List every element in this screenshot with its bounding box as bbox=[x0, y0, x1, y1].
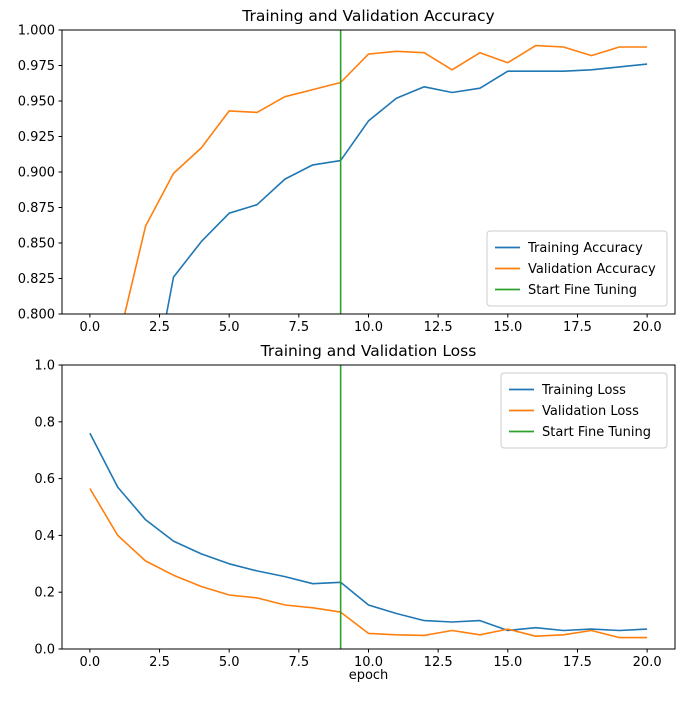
y-tick-label: 0.4 bbox=[34, 529, 55, 544]
accuracy-chart-title: Training and Validation Accuracy bbox=[242, 7, 495, 25]
y-tick-label: 0.800 bbox=[18, 308, 55, 323]
x-tick-label: 15.0 bbox=[493, 320, 522, 335]
legend-label: Training Accuracy bbox=[527, 241, 643, 256]
loss-chart: 0.0 2.5 5.0 7.5 10.0 12.5 15.0 17.5 20.0 0.0 0.2 0.… bbox=[34, 359, 676, 670]
loss-chart-title: Training and Validation Loss bbox=[260, 342, 477, 360]
x-tick-label: 7.5 bbox=[288, 655, 309, 670]
y-tick-label: 1.0 bbox=[34, 359, 55, 374]
legend-label: Training Loss bbox=[541, 383, 626, 398]
y-tick-label: 0.8 bbox=[34, 415, 55, 430]
x-tick-label: 20.0 bbox=[633, 655, 662, 670]
x-tick-label: 2.5 bbox=[149, 320, 170, 335]
x-tick-label: 0.0 bbox=[80, 320, 101, 335]
legend-box bbox=[500, 372, 668, 449]
y-tick-label: 0.975 bbox=[18, 59, 55, 74]
y-tick-label: 0.6 bbox=[34, 472, 55, 487]
series-line-validation-loss bbox=[89, 488, 648, 639]
y-tick-label: 0.875 bbox=[18, 201, 55, 216]
x-tick-label: 5.0 bbox=[219, 320, 240, 335]
x-tick-label: 10.0 bbox=[354, 320, 383, 335]
y-tick-label: 0.850 bbox=[18, 237, 55, 252]
x-tick-label: 0.0 bbox=[80, 655, 101, 670]
legend-label: Start Fine Tuning bbox=[542, 425, 651, 440]
legend-item: Training Accuracy bbox=[495, 241, 643, 256]
legend: Training Accuracy Validation Accuracy Star… bbox=[486, 230, 668, 307]
y-tick-label: 0.900 bbox=[18, 166, 55, 181]
series-line-validation-accuracy bbox=[123, 44, 648, 314]
series-line-training-accuracy bbox=[165, 63, 648, 314]
legend: Training Loss Validation Loss Start Fine T… bbox=[500, 372, 668, 449]
legend-item: Validation Loss bbox=[509, 404, 639, 419]
legend-item: Training Loss bbox=[509, 383, 626, 398]
y-tick-label: 0.950 bbox=[18, 95, 55, 110]
legend-item: Validation Accuracy bbox=[495, 262, 656, 277]
x-tick-label: 12.5 bbox=[424, 655, 453, 670]
x-axis-label: epoch bbox=[348, 668, 389, 683]
x-tick-label: 7.5 bbox=[288, 320, 309, 335]
y-tick-label: 0.2 bbox=[34, 586, 55, 601]
y-tick-label: 1.000 bbox=[18, 24, 55, 39]
x-tick-label: 2.5 bbox=[149, 655, 170, 670]
y-tick-label: 0.925 bbox=[18, 130, 55, 145]
legend-label: Validation Loss bbox=[542, 404, 639, 419]
legend-item: Start Fine Tuning bbox=[495, 283, 637, 298]
x-tick-label: 10.0 bbox=[354, 655, 383, 670]
x-tick-label: 5.0 bbox=[219, 655, 240, 670]
y-tick-label: 0.825 bbox=[18, 272, 55, 287]
legend-box bbox=[486, 230, 668, 307]
x-tick-label: 15.0 bbox=[493, 655, 522, 670]
x-tick-label: 17.5 bbox=[563, 655, 592, 670]
y-tick-label: 0.0 bbox=[34, 643, 55, 658]
x-tick-label: 12.5 bbox=[424, 320, 453, 335]
accuracy-chart: 0.0 2.5 5.0 7.5 10.0 12.5 15.0 17.5 20.0 0.800 0.8… bbox=[18, 24, 676, 335]
series-line-training-loss bbox=[89, 432, 648, 632]
legend-label: Validation Accuracy bbox=[528, 262, 656, 277]
legend-item: Start Fine Tuning bbox=[509, 425, 651, 440]
x-tick-label: 17.5 bbox=[563, 320, 592, 335]
legend-label: Start Fine Tuning bbox=[528, 283, 637, 298]
x-tick-label: 20.0 bbox=[633, 320, 662, 335]
